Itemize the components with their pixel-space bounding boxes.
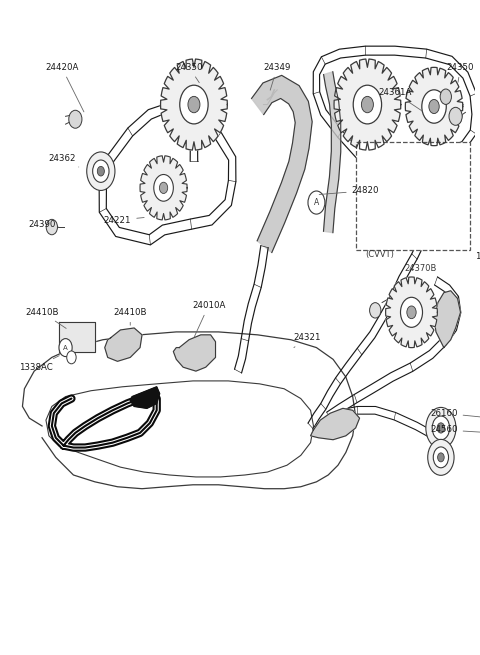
Circle shape [428,440,454,476]
Circle shape [59,339,72,356]
Circle shape [93,160,109,182]
Circle shape [97,166,104,176]
Circle shape [440,89,452,104]
Circle shape [159,182,168,193]
Polygon shape [252,75,312,253]
Text: (CVVT): (CVVT) [365,250,394,259]
Text: 26160: 26160 [430,409,480,418]
Text: 24560: 24560 [430,425,480,434]
Polygon shape [324,72,341,233]
Polygon shape [334,59,401,150]
Circle shape [67,351,76,364]
Polygon shape [434,291,460,348]
Circle shape [188,96,200,113]
Circle shape [437,423,444,433]
Text: 24349: 24349 [264,63,291,90]
Polygon shape [130,387,160,408]
FancyBboxPatch shape [356,141,470,250]
Polygon shape [311,408,360,440]
Text: A: A [63,345,68,350]
Text: 1338AC: 1338AC [19,356,59,371]
Circle shape [438,453,444,462]
Polygon shape [405,67,463,145]
Text: 24410B: 24410B [25,308,66,328]
Text: 24362: 24362 [48,154,79,167]
Text: 24010A: 24010A [192,301,225,337]
Circle shape [46,219,58,234]
Circle shape [422,90,446,123]
Text: 24350: 24350 [175,63,203,83]
Circle shape [87,152,115,191]
Circle shape [400,297,422,328]
Circle shape [433,447,448,468]
Circle shape [429,100,439,113]
Circle shape [154,174,173,201]
Text: 24820: 24820 [319,186,379,195]
Circle shape [426,407,456,449]
Polygon shape [173,335,216,371]
Polygon shape [385,277,437,348]
Circle shape [308,191,325,214]
Polygon shape [105,328,142,362]
Text: 24420A: 24420A [45,63,84,112]
Circle shape [180,85,208,124]
Circle shape [370,303,381,318]
Polygon shape [160,59,228,150]
Circle shape [353,85,382,124]
Circle shape [432,416,450,440]
Text: A: A [314,198,319,207]
Text: 24370B: 24370B [405,264,437,273]
Polygon shape [140,156,187,220]
Circle shape [69,110,82,128]
Circle shape [361,96,373,113]
Text: 1140HG: 1140HG [475,252,480,268]
Polygon shape [59,322,95,352]
Circle shape [407,306,416,319]
Text: 24390: 24390 [28,219,59,229]
Text: 24361A: 24361A [378,88,422,111]
Text: 24410B: 24410B [113,308,147,326]
Text: 24321: 24321 [293,333,320,348]
Text: 24221: 24221 [104,215,144,225]
Text: 24350: 24350 [447,63,474,83]
Circle shape [449,107,462,125]
